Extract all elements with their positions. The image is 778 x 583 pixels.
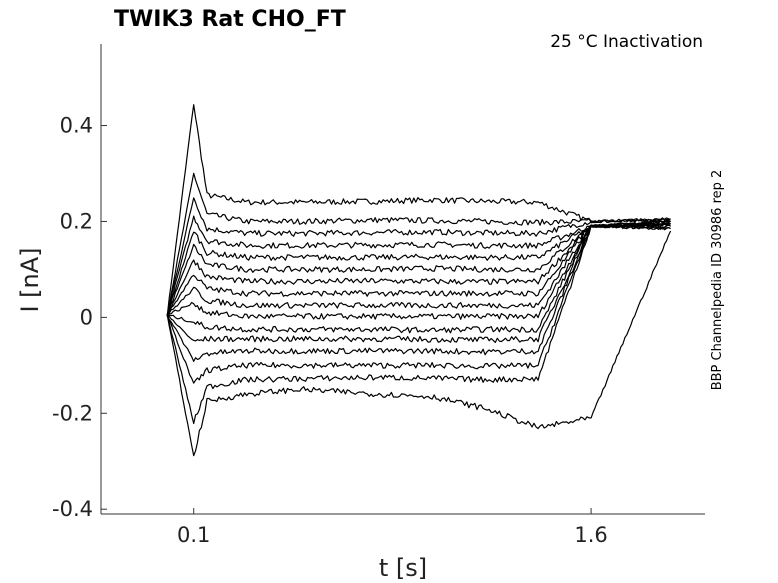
trace-group — [166, 104, 672, 457]
y-tick-label: 0.2 — [60, 209, 93, 233]
y-tick-label: 0 — [80, 305, 93, 329]
current-trace-6 — [166, 219, 671, 316]
channelpedia-id-note: BBP Channelpedia ID 30986 rep 2 — [710, 170, 725, 391]
y-tick-label: -0.4 — [52, 497, 93, 521]
chart-title: TWIK3 Rat CHO_FT — [114, 7, 346, 32]
y-tick-label: -0.2 — [52, 401, 93, 425]
x-axis-label: t [s] — [379, 554, 427, 582]
current-trace-3 — [166, 197, 671, 316]
x-tick-label: 1.6 — [574, 523, 607, 547]
current-trace-5 — [166, 220, 671, 315]
x-tick-label: 0.1 — [177, 523, 210, 547]
chart-subtitle: 25 °C Inactivation — [550, 32, 703, 52]
current-trace-2 — [166, 172, 671, 317]
y-tick-label: 0.4 — [60, 114, 93, 138]
y-axis-label: I [nA] — [16, 247, 44, 312]
current-trace-1 — [166, 104, 671, 317]
y-tick-group: 0.4 0.2 0 -0.2 -0.4 — [52, 114, 107, 521]
current-trace-8 — [166, 222, 671, 316]
current-trace-7 — [166, 222, 671, 314]
current-trace-15 — [166, 224, 671, 425]
x-tick-group: 0.1 1.6 — [177, 508, 608, 547]
current-trace-16 — [166, 230, 672, 457]
